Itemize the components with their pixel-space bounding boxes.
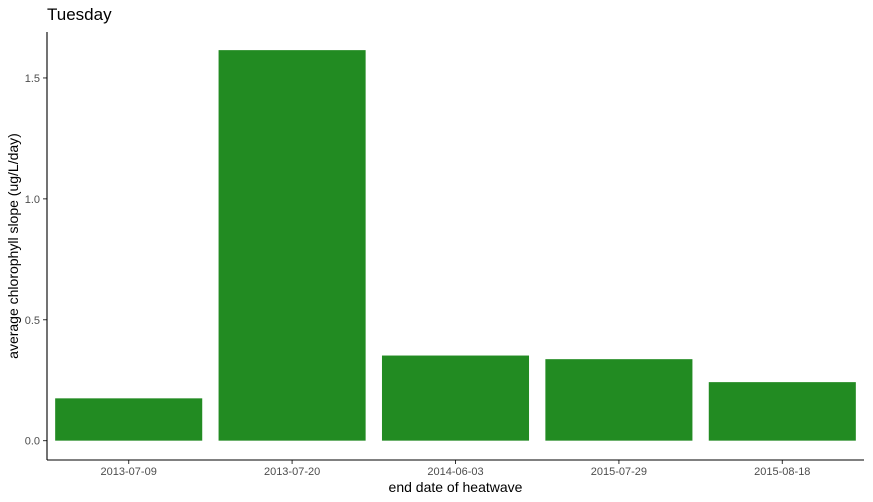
x-tick-label: 2013-07-09	[101, 466, 157, 478]
bar-2015-08-18	[708, 382, 856, 441]
x-axis-ticks: 2013-07-09 2013-07-20 2014-06-03 2015-07-29…	[101, 460, 810, 478]
bars-group	[55, 50, 856, 441]
bar-2013-07-20	[218, 50, 366, 441]
y-tick-label: 1.5	[25, 73, 40, 85]
x-tick-label: 2015-07-29	[591, 466, 647, 478]
chart-title: Tuesday	[47, 5, 112, 24]
y-tick-label: 0.5	[25, 315, 40, 327]
x-tick-label: 2014-06-03	[427, 466, 483, 478]
x-tick-label: 2013-07-20	[264, 466, 320, 478]
bar-2015-07-29	[545, 359, 693, 441]
y-tick-label: 1.0	[25, 194, 40, 206]
y-tick-label: 0.0	[25, 436, 40, 448]
bar-2013-07-09	[55, 398, 203, 441]
x-tick-label: 2015-08-18	[754, 466, 810, 478]
y-axis-title: average chlorophyll slope (ug/L/day)	[5, 133, 21, 359]
x-axis-title: end date of heatwave	[389, 479, 523, 495]
bar-2014-06-03	[381, 355, 530, 441]
y-axis-ticks: 0.0 0.5 1.0 1.5	[25, 73, 47, 448]
